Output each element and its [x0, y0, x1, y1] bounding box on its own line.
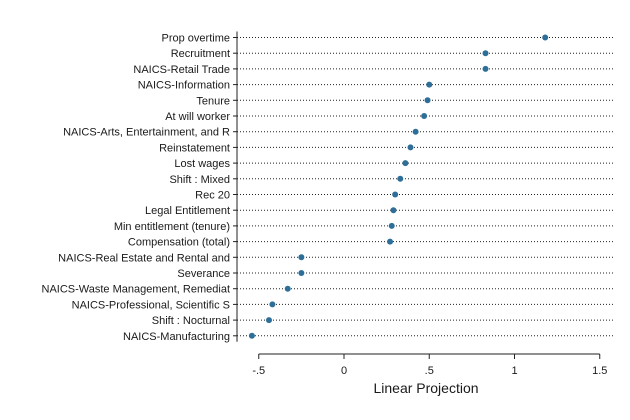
- category-label: Recruitment: [171, 48, 230, 60]
- x-axis: -.5 0 .5 1 1.5: [252, 353, 607, 377]
- category-label: NAICS-Real Estate and Rental and: [58, 252, 230, 264]
- data-point: [421, 113, 428, 119]
- data-point: [390, 207, 397, 214]
- chart-rows: Prop overtime Recruitment NAICS-Retail Tra…: [42, 31, 613, 343]
- data-point: [265, 317, 272, 324]
- data-point: [412, 128, 419, 135]
- category-label: At will worker: [165, 111, 230, 123]
- category-label: Tenure: [196, 95, 230, 107]
- data-point: [426, 81, 433, 88]
- category-label: NAICS-Information: [138, 80, 230, 92]
- data-point: [424, 97, 431, 104]
- category-label: Rec 20: [195, 190, 230, 202]
- category-label: Prop overtime: [162, 33, 230, 45]
- data-point: [397, 175, 404, 182]
- category-label: Shift : Nocturnal: [152, 315, 230, 327]
- category-label: Compensation (total): [128, 237, 230, 249]
- data-point: [387, 238, 394, 245]
- category-label: Min entitlement (tenure): [114, 221, 230, 233]
- data-point: [482, 65, 489, 72]
- data-point: [298, 254, 305, 261]
- data-point: [298, 270, 305, 276]
- x-tick-label: -.5: [252, 365, 265, 377]
- x-tick-label: 1.5: [592, 365, 607, 377]
- data-point: [269, 301, 276, 308]
- category-label: Lost wages: [174, 158, 230, 170]
- data-point: [284, 285, 291, 292]
- data-point: [388, 222, 395, 229]
- data-point: [392, 191, 399, 198]
- data-point: [402, 160, 409, 167]
- category-label: NAICS-Manufacturing: [123, 331, 230, 343]
- x-tick-label: .5: [425, 365, 434, 377]
- category-label: Legal Entitlement: [145, 205, 230, 217]
- category-label: Shift : Mixed: [169, 174, 230, 186]
- data-point: [407, 144, 414, 151]
- category-label: NAICS-Retail Trade: [133, 64, 230, 76]
- x-axis-title: Linear Projection: [373, 380, 478, 396]
- category-label: Reinstatement: [159, 142, 230, 154]
- x-tick-label: 1: [511, 365, 517, 377]
- category-label: NAICS-Professional, Scientific S: [72, 299, 230, 311]
- category-label: NAICS-Waste Management, Remediat: [42, 284, 231, 296]
- category-label: NAICS-Arts, Entertainment, and R: [63, 127, 230, 139]
- data-point: [248, 332, 255, 339]
- data-point: [482, 50, 489, 57]
- x-tick-label: 0: [341, 365, 347, 377]
- data-point: [542, 34, 549, 41]
- category-label: Severance: [177, 268, 230, 280]
